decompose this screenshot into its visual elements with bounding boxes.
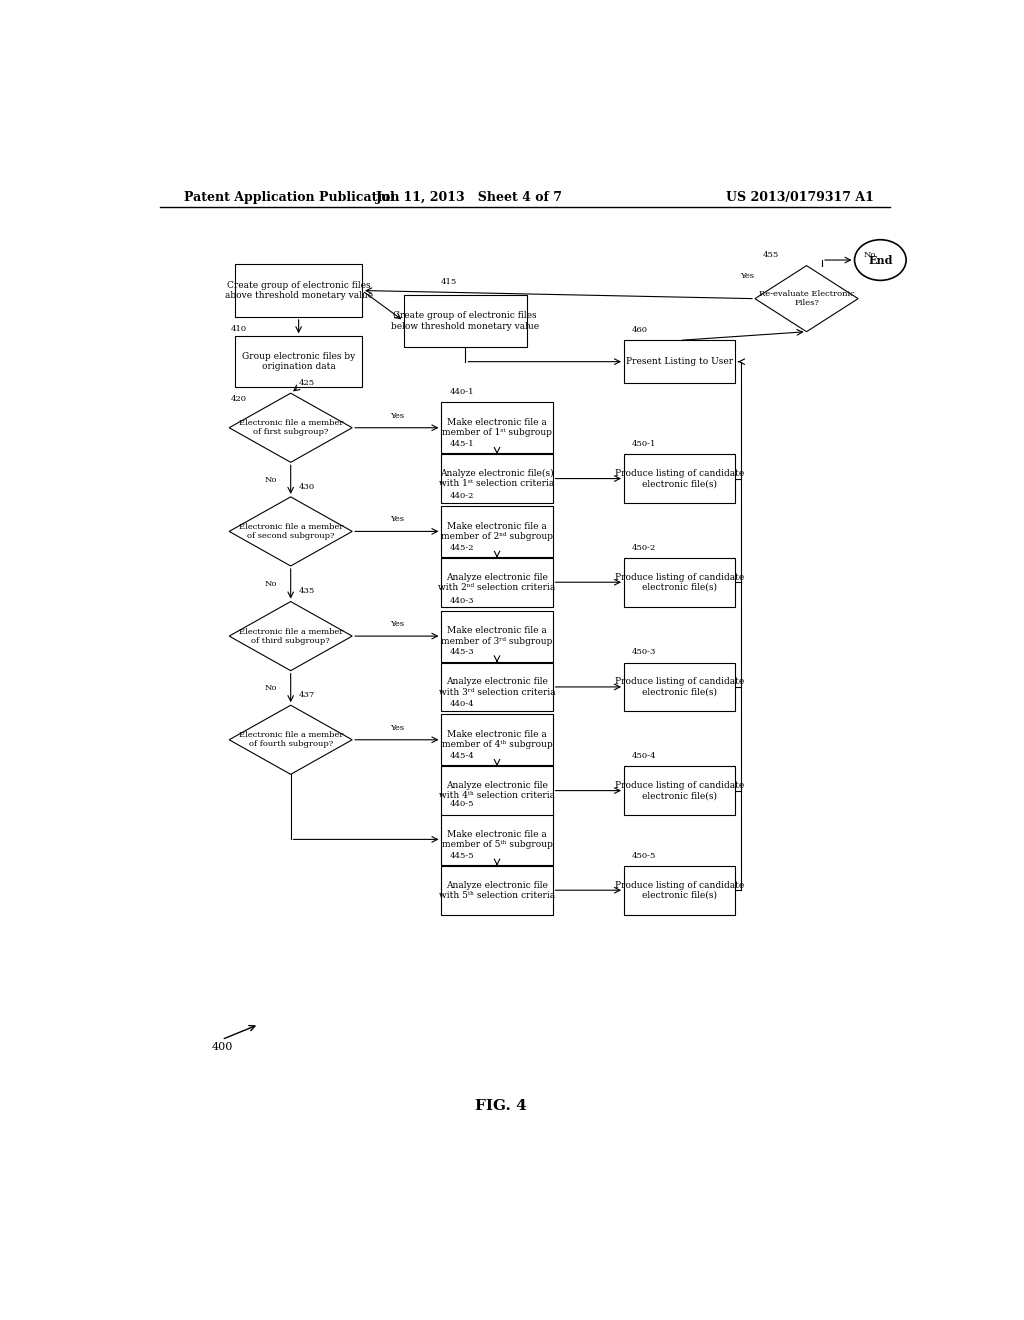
FancyBboxPatch shape	[441, 814, 553, 865]
FancyBboxPatch shape	[441, 663, 553, 711]
FancyBboxPatch shape	[441, 714, 553, 766]
Text: Make electronic file a
member of 4ᵗʰ subgroup: Make electronic file a member of 4ᵗʰ sub…	[441, 730, 552, 750]
Text: Analyze electronic file(s)
with 1ˢᵗ selection criteria: Analyze electronic file(s) with 1ˢᵗ sele…	[439, 469, 555, 488]
FancyBboxPatch shape	[624, 663, 735, 711]
Text: Make electronic file a
member of 5ᵗʰ subgroup: Make electronic file a member of 5ᵗʰ sub…	[441, 830, 553, 849]
Text: Make electronic file a
member of 2ⁿᵈ subgroup: Make electronic file a member of 2ⁿᵈ sub…	[441, 521, 553, 541]
FancyBboxPatch shape	[441, 558, 553, 607]
Text: No: No	[264, 475, 278, 483]
Text: Electronic file a member
of third subgroup?: Electronic file a member of third subgro…	[239, 627, 343, 644]
FancyBboxPatch shape	[624, 866, 735, 915]
FancyBboxPatch shape	[441, 611, 553, 661]
Text: 445-3: 445-3	[450, 648, 474, 656]
Text: 450-5: 450-5	[632, 851, 656, 859]
Text: 437: 437	[299, 692, 314, 700]
Text: Present Listing to User: Present Listing to User	[626, 358, 733, 366]
Text: 455: 455	[763, 252, 779, 260]
FancyBboxPatch shape	[441, 454, 553, 503]
FancyBboxPatch shape	[624, 341, 735, 383]
Text: Create group of electronic files
below threshold monetary value: Create group of electronic files below t…	[391, 312, 540, 331]
Text: FIG. 4: FIG. 4	[475, 1098, 527, 1113]
Text: 400: 400	[211, 1041, 232, 1052]
Text: 410: 410	[231, 325, 247, 333]
Text: Electronic file a member
of fourth subgroup?: Electronic file a member of fourth subgr…	[239, 731, 343, 748]
Polygon shape	[229, 496, 352, 566]
FancyBboxPatch shape	[441, 766, 553, 814]
Text: End: End	[868, 255, 893, 265]
Text: 440-5: 440-5	[450, 800, 474, 808]
Text: 445-1: 445-1	[450, 440, 474, 447]
FancyBboxPatch shape	[441, 506, 553, 557]
Text: 440-1: 440-1	[450, 388, 474, 396]
Text: Create group of electronic files
above threshold monetary value: Create group of electronic files above t…	[224, 281, 373, 300]
Text: Yes: Yes	[390, 723, 403, 731]
FancyBboxPatch shape	[624, 766, 735, 814]
Text: 450-2: 450-2	[632, 544, 656, 552]
Text: 440-3: 440-3	[450, 597, 474, 605]
Text: Re-evaluate Electronic
Files?: Re-evaluate Electronic Files?	[759, 290, 854, 308]
Text: Make electronic file a
member of 1ˢᵗ subgroup: Make electronic file a member of 1ˢᵗ sub…	[442, 418, 552, 437]
Text: US 2013/0179317 A1: US 2013/0179317 A1	[726, 190, 873, 203]
Text: Yes: Yes	[740, 272, 754, 280]
Text: No: No	[264, 684, 278, 692]
Text: Electronic file a member
of first subgroup?: Electronic file a member of first subgro…	[239, 420, 343, 437]
Ellipse shape	[855, 240, 906, 280]
Text: Group electronic files by
origination data: Group electronic files by origination da…	[242, 352, 355, 371]
Text: Analyze electronic file
with 2ⁿᵈ selection criteria: Analyze electronic file with 2ⁿᵈ selecti…	[438, 573, 556, 591]
Text: 450-3: 450-3	[632, 648, 656, 656]
Text: Yes: Yes	[390, 515, 403, 523]
Text: No: No	[264, 579, 278, 587]
Polygon shape	[229, 393, 352, 462]
Text: 430: 430	[299, 483, 314, 491]
FancyBboxPatch shape	[441, 866, 553, 915]
Text: Analyze electronic file
with 5ᵗʰ selection criteria: Analyze electronic file with 5ᵗʰ selecti…	[439, 880, 555, 900]
Text: Patent Application Publication: Patent Application Publication	[183, 190, 399, 203]
FancyBboxPatch shape	[624, 454, 735, 503]
Text: 445-4: 445-4	[450, 752, 474, 760]
Text: Yes: Yes	[390, 620, 403, 628]
Text: 425: 425	[299, 379, 314, 387]
FancyBboxPatch shape	[624, 558, 735, 607]
FancyBboxPatch shape	[403, 294, 526, 347]
Text: 445-5: 445-5	[450, 851, 474, 859]
Text: Analyze electronic file
with 3ʳᵈ selection criteria: Analyze electronic file with 3ʳᵈ selecti…	[438, 677, 555, 697]
Text: 450-4: 450-4	[632, 752, 656, 760]
FancyBboxPatch shape	[236, 264, 362, 317]
Text: No: No	[864, 252, 877, 260]
Text: Electronic file a member
of second subgroup?: Electronic file a member of second subgr…	[239, 523, 343, 540]
Text: 420: 420	[231, 395, 247, 404]
Text: Jul. 11, 2013   Sheet 4 of 7: Jul. 11, 2013 Sheet 4 of 7	[376, 190, 563, 203]
Text: 440-4: 440-4	[450, 700, 474, 709]
Text: 435: 435	[299, 587, 314, 595]
Text: Produce listing of candidate
electronic file(s): Produce listing of candidate electronic …	[615, 781, 744, 800]
Text: 445-2: 445-2	[450, 544, 474, 552]
FancyBboxPatch shape	[441, 403, 553, 453]
Text: Produce listing of candidate
electronic file(s): Produce listing of candidate electronic …	[615, 880, 744, 900]
Polygon shape	[755, 265, 858, 331]
Text: Analyze electronic file
with 4ᵗʰ selection criteria: Analyze electronic file with 4ᵗʰ selecti…	[439, 781, 555, 800]
Text: 440-2: 440-2	[450, 492, 474, 500]
Text: Yes: Yes	[390, 412, 403, 420]
Text: 460: 460	[632, 326, 648, 334]
Text: Produce listing of candidate
electronic file(s): Produce listing of candidate electronic …	[615, 469, 744, 488]
Text: Produce listing of candidate
electronic file(s): Produce listing of candidate electronic …	[615, 677, 744, 697]
Polygon shape	[229, 705, 352, 775]
Text: 415: 415	[441, 279, 458, 286]
Text: Produce listing of candidate
electronic file(s): Produce listing of candidate electronic …	[615, 573, 744, 591]
Text: 450-1: 450-1	[632, 440, 656, 447]
Polygon shape	[229, 602, 352, 671]
FancyBboxPatch shape	[236, 337, 362, 387]
Text: Make electronic file a
member of 3ʳᵈ subgroup: Make electronic file a member of 3ʳᵈ sub…	[441, 627, 553, 645]
